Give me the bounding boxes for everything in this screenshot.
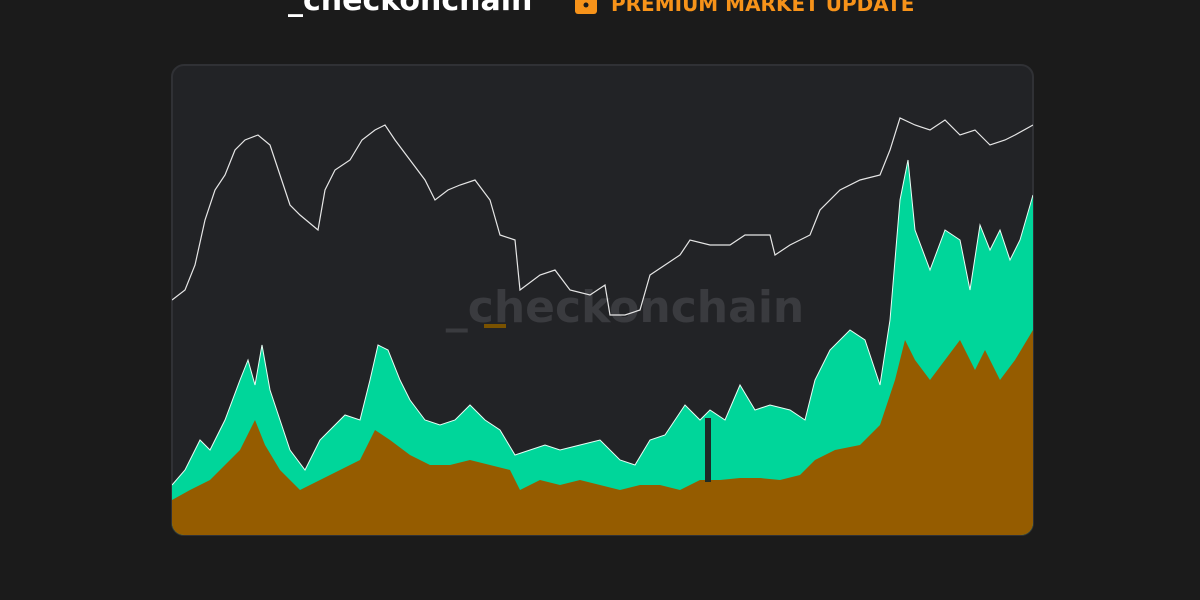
chart-artwork: _checkonchain xyxy=(172,117,1033,535)
green-edge xyxy=(172,159,1033,486)
brand-name: _checkonchain xyxy=(288,0,532,18)
price-line xyxy=(172,117,1033,316)
gap-band xyxy=(705,418,711,482)
watermark-underline xyxy=(484,324,506,328)
premium-badge: PREMIUM MARKET UPDATE xyxy=(611,0,914,16)
lock-icon xyxy=(575,0,597,14)
brown-area xyxy=(172,330,1033,535)
